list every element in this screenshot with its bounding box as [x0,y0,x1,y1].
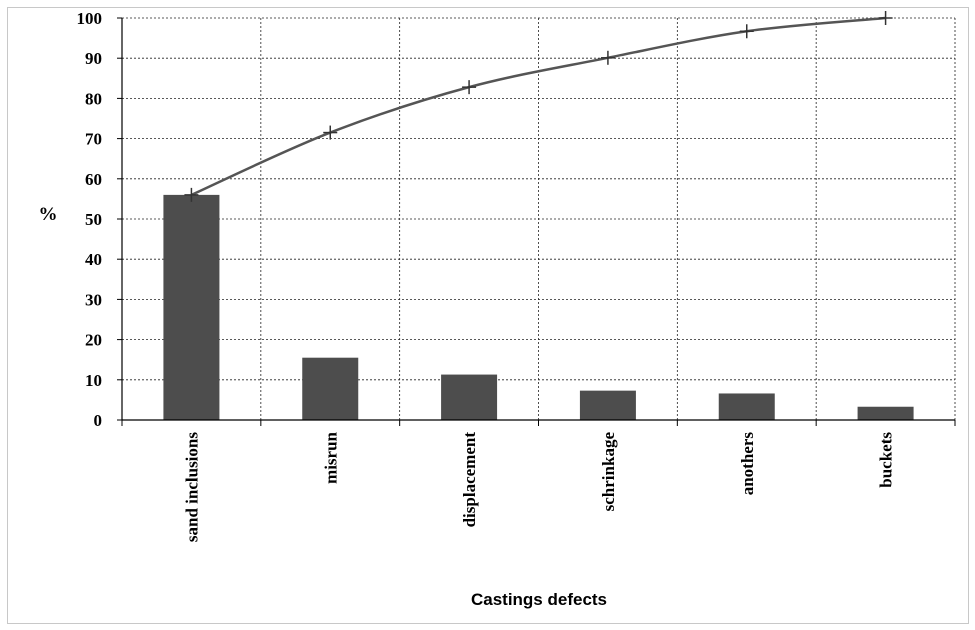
plus-marker [739,24,754,39]
x-tick-labels: sand inclusions misrun displacement schrink… [182,431,895,542]
plus-marker [184,187,199,202]
plus-marker [462,80,477,95]
x-tick-label: schrinkage [599,432,618,512]
bar [302,357,359,420]
x-tick-label: buckets [877,432,896,488]
y-tick-label: 50 [85,210,102,229]
x-tick-label: displacement [460,432,479,528]
y-tick-label: 60 [85,170,102,189]
y-tick-label: 90 [85,49,102,68]
bar [718,393,775,420]
y-tick-label: 10 [85,371,102,390]
x-axis-label: Castings defects [471,590,607,609]
y-tick-label: 70 [85,130,102,149]
plus-marker [878,11,893,25]
y-tick-label: 40 [85,250,102,269]
grid-lines [122,17,956,420]
x-tick-label: anothers [738,432,757,496]
y-axis-label: % [39,204,58,225]
y-tick-label: 80 [85,89,102,108]
x-tick-label: misrun [321,431,340,484]
plus-marker [323,125,338,140]
y-tick-label: 100 [77,9,103,28]
bar-series [163,194,914,420]
bar [857,406,914,420]
cumulative-line [190,16,886,197]
y-tick-label: 0 [94,411,103,430]
x-tick-label: sand inclusions [182,432,201,542]
y-tick-label: 20 [85,331,102,350]
y-tick-labels: 0 10 20 30 40 50 60 70 80 90 100 [77,9,103,430]
bar [579,390,636,420]
axes [117,17,956,426]
bar [163,194,220,420]
cumulative-line-series [184,11,893,202]
plus-marker [600,50,615,65]
bar [441,374,498,420]
y-tick-label: 30 [85,290,102,309]
